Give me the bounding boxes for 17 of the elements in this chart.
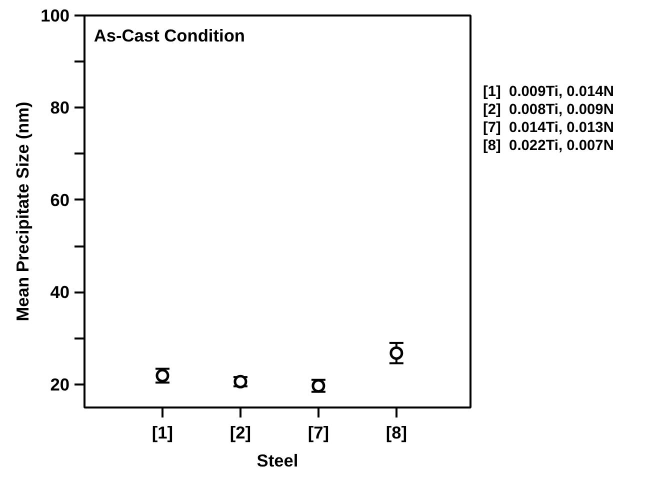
y-tick-label: 100 (40, 6, 70, 26)
text: [1] 0.009Ti, 0.014N (483, 84, 614, 100)
y-tick-label: 20 (50, 374, 70, 394)
x-axis-title: Steel (256, 450, 298, 470)
x-tick-label: [1] (152, 422, 174, 442)
x-tick-label: [2] (230, 422, 252, 442)
y-tick-label: 40 (50, 282, 70, 302)
text: [7] 0.014Ti, 0.013N (483, 120, 614, 136)
x-tick-label: [8] (386, 422, 408, 442)
y-tick-label: 80 (50, 98, 70, 118)
text: As-Cast Condition (94, 26, 245, 46)
x-tick-label: [7] (308, 422, 330, 442)
point (390, 346, 404, 360)
text: [2] 0.008Ti, 0.009N (483, 102, 614, 118)
y-tick-label: 60 (50, 190, 70, 210)
y-axis-title: Mean Precipitate Size (nm) (12, 102, 33, 322)
text: [8] 0.022Ti, 0.007N (483, 138, 614, 154)
